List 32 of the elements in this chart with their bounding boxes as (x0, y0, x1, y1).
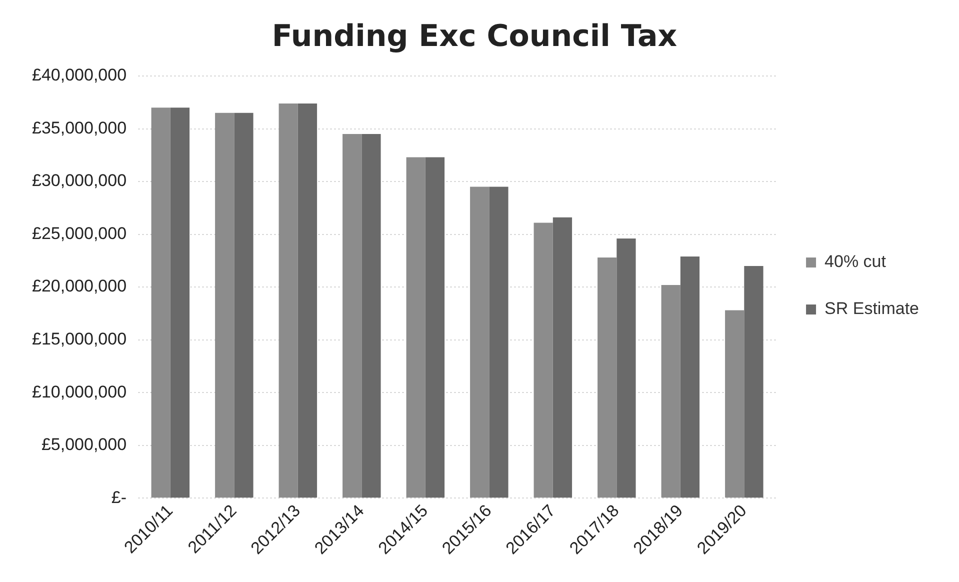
bar (170, 108, 190, 498)
y-tick-label: £30,000,000 (32, 171, 127, 190)
bar (298, 103, 318, 498)
y-tick-label: £25,000,000 (32, 224, 127, 243)
legend-label: 40% cut (824, 252, 886, 272)
bar (661, 284, 680, 498)
bar (362, 134, 381, 498)
bar (342, 134, 362, 498)
bar (725, 310, 744, 498)
chart-title: Funding Exc Council Tax (272, 18, 678, 54)
y-tick-label: £- (111, 488, 127, 507)
legend-label: SR Estimate (824, 299, 920, 318)
bar (470, 186, 490, 498)
y-tick-label: £35,000,000 (32, 118, 127, 138)
y-tick-label: £5,000,000 (41, 435, 127, 454)
bar (598, 258, 617, 498)
bar (151, 108, 170, 498)
bar (616, 238, 636, 498)
y-tick-label: £40,000,000 (32, 66, 127, 85)
bar (489, 186, 508, 498)
bar (534, 222, 553, 498)
bar (552, 217, 572, 498)
bar (680, 256, 700, 498)
bar (425, 157, 445, 498)
y-tick-label: £20,000,000 (32, 276, 127, 296)
bar (406, 157, 426, 498)
y-tick-label: £15,000,000 (32, 330, 127, 349)
bar (278, 103, 298, 498)
bar (215, 112, 234, 498)
bar (234, 112, 254, 498)
bar (744, 266, 764, 498)
y-tick-label: £10,000,000 (32, 382, 127, 402)
